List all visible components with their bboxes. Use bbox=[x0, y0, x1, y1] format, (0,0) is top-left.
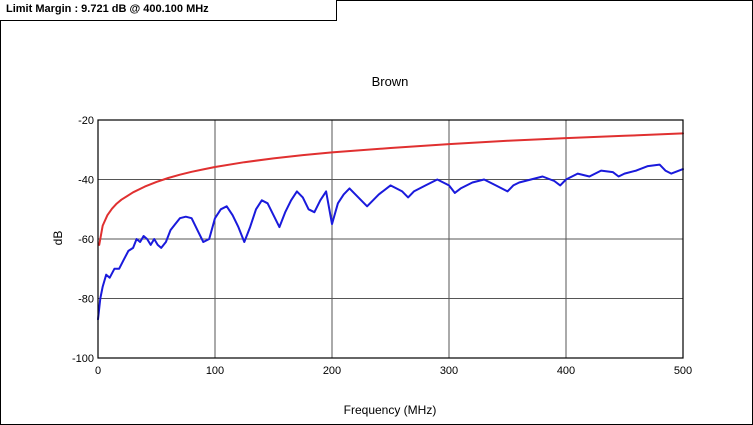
plot-area bbox=[97, 119, 684, 359]
x-tick-label: 200 bbox=[323, 365, 341, 377]
x-tick-label: 400 bbox=[557, 365, 575, 377]
y-tick-label: -60 bbox=[78, 234, 94, 246]
measured-line bbox=[97, 163, 684, 321]
limit-margin-header: Limit Margin : 9.721 dB @ 400.100 MHz bbox=[0, 0, 337, 21]
x-tick-label: 300 bbox=[440, 365, 458, 377]
chart-title: Brown bbox=[372, 74, 409, 89]
x-tick-label: 0 bbox=[95, 365, 101, 377]
y-tick-label: -20 bbox=[78, 115, 94, 127]
x-axis-label: Frequency (MHz) bbox=[344, 403, 437, 417]
limit-line bbox=[98, 132, 684, 246]
limit-margin-text: Limit Margin : 9.721 dB @ 400.100 MHz bbox=[6, 3, 209, 15]
y-axis-label: dB bbox=[51, 231, 65, 246]
x-tick-label: 500 bbox=[674, 365, 692, 377]
y-tick-label: -40 bbox=[78, 175, 94, 187]
x-tick-label: 100 bbox=[206, 365, 224, 377]
y-tick-label: -100 bbox=[72, 353, 94, 365]
y-tick-label: -80 bbox=[78, 294, 94, 306]
